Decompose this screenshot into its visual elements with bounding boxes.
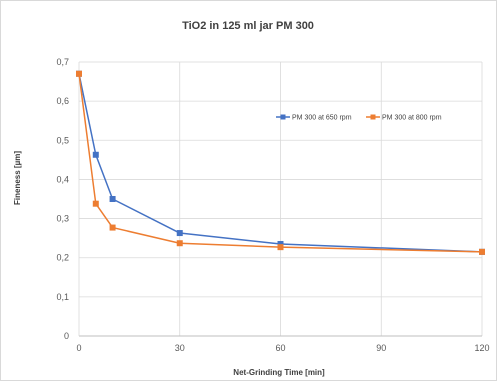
gridlines bbox=[79, 61, 483, 336]
data-point bbox=[109, 224, 116, 231]
legend-marker bbox=[370, 114, 376, 120]
y-tick-label: 0,3 bbox=[56, 214, 69, 224]
data-point bbox=[176, 240, 183, 247]
y-tick-label: 0,2 bbox=[56, 253, 69, 263]
data-point bbox=[176, 230, 183, 237]
chart-title: TiO2 in 125 ml jar PM 300 bbox=[182, 20, 314, 32]
data-point bbox=[479, 248, 485, 255]
legend-label: PM 300 at 800 rpm bbox=[382, 115, 442, 122]
x-axis-title: Net-Grinding Time [min] bbox=[233, 368, 325, 377]
legend-marker bbox=[280, 114, 286, 120]
x-tick-label: 0 bbox=[76, 343, 81, 353]
data-point bbox=[92, 200, 99, 207]
series-2 bbox=[76, 70, 485, 255]
axes: 0 0,1 0,2 0,3 0,4 0,5 0,6 0,7 0 30 60 90 120 bbox=[56, 57, 489, 353]
y-tick-label: 0 bbox=[64, 331, 69, 341]
x-tick-label: 30 bbox=[175, 343, 185, 353]
x-tick-label: 60 bbox=[275, 343, 285, 353]
data-point bbox=[76, 70, 82, 77]
series-line bbox=[78, 73, 483, 253]
y-tick-label: 0,7 bbox=[56, 57, 69, 67]
series-line bbox=[78, 73, 483, 253]
data-point bbox=[109, 196, 116, 202]
data-point bbox=[92, 151, 99, 158]
x-tick-label: 90 bbox=[376, 343, 386, 353]
x-tick-label: 120 bbox=[474, 343, 489, 353]
data-point bbox=[277, 244, 284, 251]
series-group bbox=[76, 70, 485, 255]
y-axis-title: Fineness [µm] bbox=[13, 151, 22, 205]
y-tick-label: 0,1 bbox=[56, 292, 69, 302]
legend: PM 300 at 650 rpm PM 300 at 800 rpm bbox=[276, 114, 442, 122]
y-tick-label: 0,5 bbox=[56, 135, 69, 145]
data-point bbox=[277, 241, 284, 248]
y-tick-label: 0,6 bbox=[56, 96, 69, 106]
legend-item: PM 300 at 800 rpm bbox=[366, 114, 442, 122]
legend-label: PM 300 at 650 rpm bbox=[292, 115, 352, 122]
y-tick-label: 0,4 bbox=[56, 174, 69, 184]
legend-item: PM 300 at 650 rpm bbox=[276, 114, 352, 122]
